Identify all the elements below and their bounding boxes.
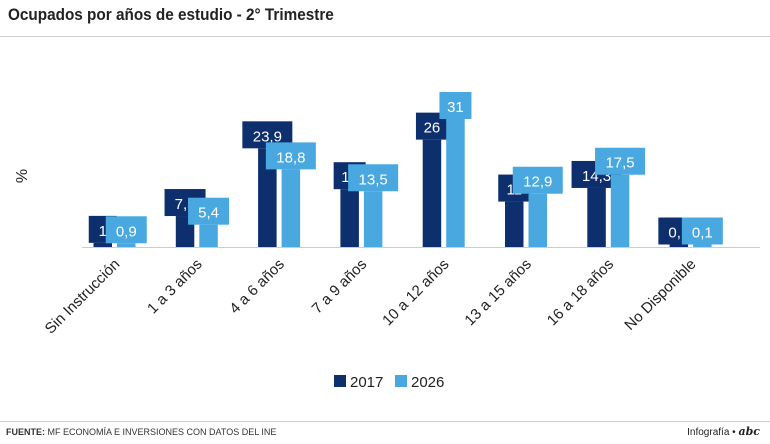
data-label-box-2026-1 xyxy=(188,197,230,225)
bar-2026-4 xyxy=(446,119,465,247)
chart-title: Ocupados por años de estudio - 2° Trimes… xyxy=(8,5,334,24)
legend-swatch-2017 xyxy=(334,375,346,387)
data-label-box-2026-7 xyxy=(681,217,723,245)
source-note: FUENTE: MF ECONOMÍA E INVERSIONES CON DA… xyxy=(6,427,276,437)
data-label-box-2026-2 xyxy=(265,142,316,170)
bar-2026-5 xyxy=(528,193,547,247)
bar-chart: % 10,97,55,423,918,81413,526311112,914,3… xyxy=(14,92,760,391)
x-tick-label-5: 13 a 15 años xyxy=(461,256,534,329)
x-tick-labels: Sin Instrucción 1 a 3 años 4 a 6 años 7 a 9… xyxy=(42,256,700,338)
data-label-2026-6: 17,5 xyxy=(605,155,634,172)
legend-swatch-2026 xyxy=(395,375,407,387)
data-label-box-2026-5 xyxy=(512,166,563,194)
data-label-2017-0: 1 xyxy=(99,223,107,240)
x-tick-label-3: 7 a 9 años xyxy=(309,256,371,318)
brand-logo: abc xyxy=(738,425,760,438)
x-tick-label-1: 1 a 3 años xyxy=(144,256,206,318)
data-label-2017-4: 26 xyxy=(424,120,441,137)
credit: Infografía • abc xyxy=(687,425,760,438)
y-axis-label: % xyxy=(14,169,31,183)
credit-separator: • xyxy=(732,427,736,438)
bar-2026-2 xyxy=(281,169,301,247)
data-label-box-2026-6 xyxy=(595,147,646,175)
x-tick-label-6: 16 a 18 años xyxy=(544,256,617,329)
bar-2026-3 xyxy=(363,191,383,247)
bar-2017-4 xyxy=(422,139,442,247)
bars-group: 10,97,55,423,918,81413,526311112,914,317… xyxy=(88,92,723,247)
data-label-2026-7: 0,1 xyxy=(692,225,713,242)
legend-label-2026: 2026 xyxy=(411,374,444,391)
bar-2026-6 xyxy=(610,174,630,247)
x-tick-label-4: 10 a 12 años xyxy=(379,256,452,329)
bottom-divider xyxy=(0,421,770,422)
bar-2017-2 xyxy=(258,148,277,247)
data-label-2026-0: 0,9 xyxy=(116,223,137,240)
bar-2026-7 xyxy=(693,244,712,247)
bar-2026-1 xyxy=(199,224,218,247)
bar-2026-0 xyxy=(117,243,136,247)
data-label-2026-3: 13,5 xyxy=(359,171,388,188)
bar-2017-5 xyxy=(505,201,524,247)
credit-label: Infografía xyxy=(687,427,730,438)
x-tick-label-7: No Disponible xyxy=(621,256,699,334)
data-label-2026-4: 31 xyxy=(447,99,464,116)
bar-2017-6 xyxy=(587,187,606,247)
bar-2017-0 xyxy=(93,242,112,247)
source-text: MF ECONOMÍA E INVERSIONES CON DATOS DEL … xyxy=(47,427,277,437)
data-label-2026-5: 12,9 xyxy=(523,174,552,191)
data-label-box-2026-3 xyxy=(348,164,399,192)
data-label-box-2026-4 xyxy=(439,92,472,119)
legend-label-2017: 2017 xyxy=(350,374,383,391)
bar-2017-3 xyxy=(340,189,359,247)
legend: 2017 2026 xyxy=(334,374,444,391)
data-label-2026-1: 5,4 xyxy=(198,205,219,222)
data-label-2017-2: 23,9 xyxy=(253,128,282,145)
top-divider xyxy=(0,36,770,37)
data-label-2026-2: 18,8 xyxy=(276,149,305,166)
bar-2017-7 xyxy=(669,244,689,247)
source-label: FUENTE: xyxy=(6,427,45,437)
data-label-box-2026-0 xyxy=(105,216,147,244)
x-tick-label-2: 4 a 6 años xyxy=(226,256,288,318)
x-tick-label-0: Sin Instrucción xyxy=(42,256,124,338)
